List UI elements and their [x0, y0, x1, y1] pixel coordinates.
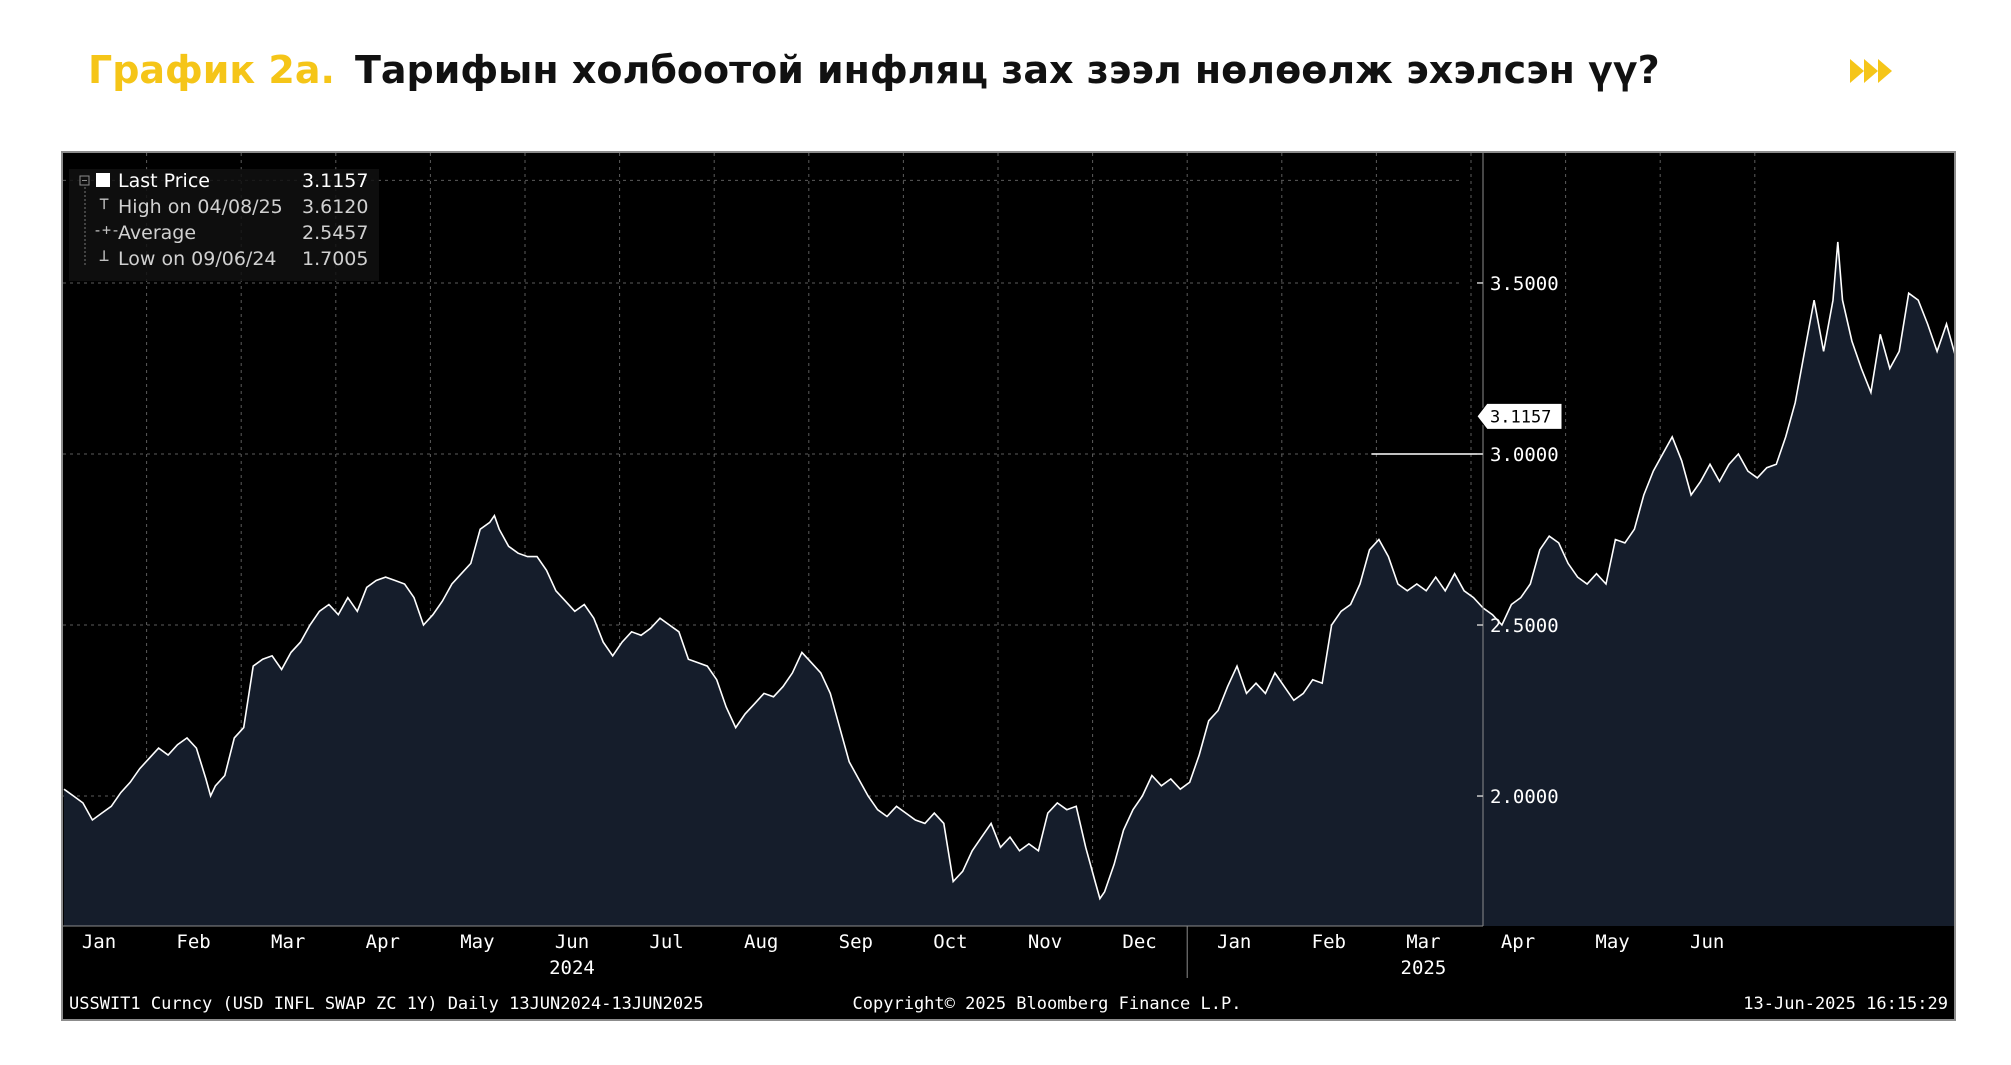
x-month-label: May	[1595, 931, 1629, 953]
legend-average-value: 2.5457	[302, 222, 368, 244]
legend-high-value: 3.6120	[302, 196, 368, 218]
x-month-label: Feb	[176, 931, 210, 953]
x-year-label: 2025	[1401, 957, 1447, 979]
x-month-label: Mar	[271, 931, 305, 953]
collapse-icon[interactable]	[79, 175, 90, 186]
x-month-label: Nov	[1028, 931, 1062, 953]
legend-low-label: Low on 09/06/24	[118, 248, 277, 270]
x-month-label: Dec	[1122, 931, 1156, 953]
y-axis: 2.0000 2.5000 3.0000 3.5000	[1477, 153, 1559, 926]
x-month-label: Apr	[366, 931, 400, 953]
y-tick-label: 2.5000	[1490, 615, 1559, 637]
ticker-description: USSWIT1 Curncy (USD INFL SWAP ZC 1Y) Dai…	[69, 994, 704, 1014]
x-month-label: May	[460, 931, 494, 953]
x-axis: Jan Feb Mar Apr May Jun Jul Aug Sep Oct Nov Dec Jan F…	[63, 925, 1724, 979]
x-month-label: Apr	[1501, 931, 1535, 953]
average-marker-icon: -+-	[93, 221, 120, 239]
x-month-label: Feb	[1312, 931, 1346, 953]
chart-heading: График 2а. Тарифын холбоотой инфляц зах …	[88, 40, 1660, 100]
x-month-label: Mar	[1406, 931, 1440, 953]
x-month-label: Jan	[82, 931, 116, 953]
y-tick-label: 3.5000	[1490, 273, 1559, 295]
series-area-fill	[64, 241, 1954, 926]
legend-low-value: 1.7005	[302, 248, 368, 270]
legend-average-label: Average	[118, 222, 196, 244]
last-price-tag: 3.1157	[1476, 402, 1563, 430]
bloomberg-chart: 2.0000 2.5000 3.0000 3.5000 Jan Feb Mar Apr May…	[61, 151, 1956, 1021]
low-marker-icon: ⊥	[99, 246, 109, 266]
high-marker-icon: ⊤	[99, 194, 109, 214]
x-month-label: Jun	[555, 931, 589, 953]
series-line	[63, 241, 1954, 901]
copyright-notice: Copyright© 2025 Bloomberg Finance L.P.	[853, 994, 1242, 1014]
legend-box: ⊤ -+- ⊥ Last Price 3.1157 High on 04/08/…	[69, 169, 379, 281]
legend-last-price-label: Last Price	[118, 170, 210, 192]
x-month-label: Jul	[649, 931, 683, 953]
fast-forward-icon	[1850, 59, 1892, 83]
last-price-tag-label: 3.1157	[1490, 407, 1551, 427]
y-tick-label: 3.0000	[1490, 444, 1559, 466]
series-area	[63, 241, 1954, 926]
y-tick-label: 2.0000	[1490, 786, 1559, 808]
chart-timestamp: 13-Jun-2025 16:15:29	[1743, 994, 1948, 1014]
chart-canvas: 2.0000 2.5000 3.0000 3.5000 Jan Feb Mar Apr May…	[63, 153, 1954, 1014]
x-month-label: Aug	[744, 931, 778, 953]
x-month-label: Jan	[1217, 931, 1251, 953]
x-month-label: Sep	[839, 931, 873, 953]
figure-number: График 2а.	[88, 48, 335, 92]
figure-title: Тарифын холбоотой инфляц зах зээл нөлөөл…	[354, 48, 1660, 92]
legend-high-label: High on 04/08/25	[118, 196, 283, 218]
x-month-label: Jun	[1690, 931, 1724, 953]
x-year-label: 2024	[549, 957, 595, 979]
x-month-label: Oct	[933, 931, 967, 953]
legend-last-price-value: 3.1157	[302, 170, 368, 192]
series-swatch-icon	[96, 173, 110, 187]
